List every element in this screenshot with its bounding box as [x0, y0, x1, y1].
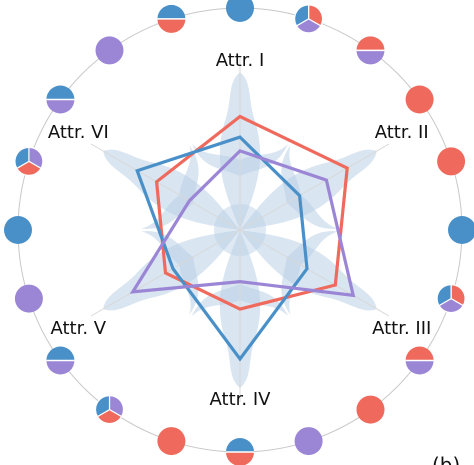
ring-marker: [94, 394, 125, 425]
ring-markers: [4, 0, 474, 465]
snowflake-branch: [281, 257, 301, 315]
ring-marker: [405, 85, 434, 114]
axis-label-6: Attr. VI: [48, 122, 109, 143]
snowflake-branch: [281, 145, 301, 203]
series-red-polygon: [154, 114, 349, 311]
ring-marker: [294, 427, 323, 456]
ring-marker-segment: [294, 427, 323, 456]
ring-marker-segment: [14, 146, 30, 170]
ring-marker-segment: [46, 360, 75, 375]
panel-tag: (b): [432, 453, 460, 465]
ring-marker: [437, 147, 466, 176]
ring-marker: [294, 4, 324, 34]
axis-label-5: Attr. V: [50, 318, 106, 339]
ring-marker-segment: [157, 427, 186, 456]
snowflake-branch: [179, 145, 199, 203]
axis-label-1: Attr. I: [216, 50, 265, 71]
series-purple-polygon: [129, 149, 356, 298]
ring-marker-segment: [405, 85, 434, 114]
ring-marker-segment: [405, 360, 434, 375]
ring-marker-segment: [437, 147, 466, 176]
axis-spoke: [239, 229, 390, 317]
ring-marker: [356, 36, 385, 65]
ring-marker-segment: [46, 99, 75, 114]
ring-marker: [436, 283, 466, 314]
axis-spokes: [90, 58, 390, 402]
axis-spoke: [90, 143, 241, 231]
ring-marker-segment: [46, 85, 75, 100]
ring-marker-segment: [356, 395, 385, 424]
ring-marker-segment: [95, 36, 124, 65]
axis-label-4: Attr. IV: [210, 389, 272, 410]
ring-marker-segment: [46, 346, 75, 361]
ring-marker: [226, 438, 254, 465]
ring-marker-segment: [438, 297, 465, 314]
ring-marker-segment: [294, 4, 310, 27]
ring-marker-segment: [14, 284, 43, 313]
snowflake-branch: [286, 231, 339, 265]
ring-marker: [14, 284, 43, 313]
ring-marker-segment: [157, 4, 186, 19]
ring-marker: [95, 36, 124, 65]
ring-marker-segment: [226, 438, 254, 452]
ring-marker: [46, 346, 75, 375]
ring-marker: [226, 0, 254, 22]
ring-marker-segment: [405, 346, 434, 361]
ring-marker: [14, 146, 44, 176]
ring-marker-segment: [94, 394, 111, 418]
ring-marker: [157, 427, 186, 456]
axis-spoke: [239, 143, 390, 231]
series-blue-polygon: [135, 135, 309, 362]
ring-marker-segment: [157, 18, 186, 33]
series-polygons: [129, 114, 356, 362]
ring-marker-segment: [436, 283, 452, 307]
ring-marker-segment: [226, 452, 254, 465]
snowflake-branch: [141, 231, 194, 265]
ring-marker: [157, 4, 186, 33]
ring-marker: [448, 216, 474, 244]
axis-label-2: Attr. II: [375, 122, 429, 143]
ring-marker-segment: [295, 18, 322, 34]
ring-marker-segment: [4, 216, 32, 244]
ring-marker-segment: [356, 50, 385, 65]
ring-marker-segment: [15, 160, 42, 176]
ring-marker-segment: [96, 408, 123, 425]
ring-marker: [46, 85, 75, 114]
snowflake-branch: [192, 144, 240, 176]
ring-marker-segment: [448, 216, 474, 244]
ring-marker: [356, 395, 385, 424]
snowflake-branch: [141, 195, 194, 229]
ring-marker-segment: [226, 0, 254, 22]
ring-marker: [4, 216, 32, 244]
axis-labels: Attr. I Attr. II Attr. III Attr. IV Attr…: [48, 50, 431, 410]
ring-marker-segment: [356, 36, 385, 51]
axis-label-3: Attr. III: [372, 318, 431, 339]
ring-marker: [405, 346, 434, 375]
